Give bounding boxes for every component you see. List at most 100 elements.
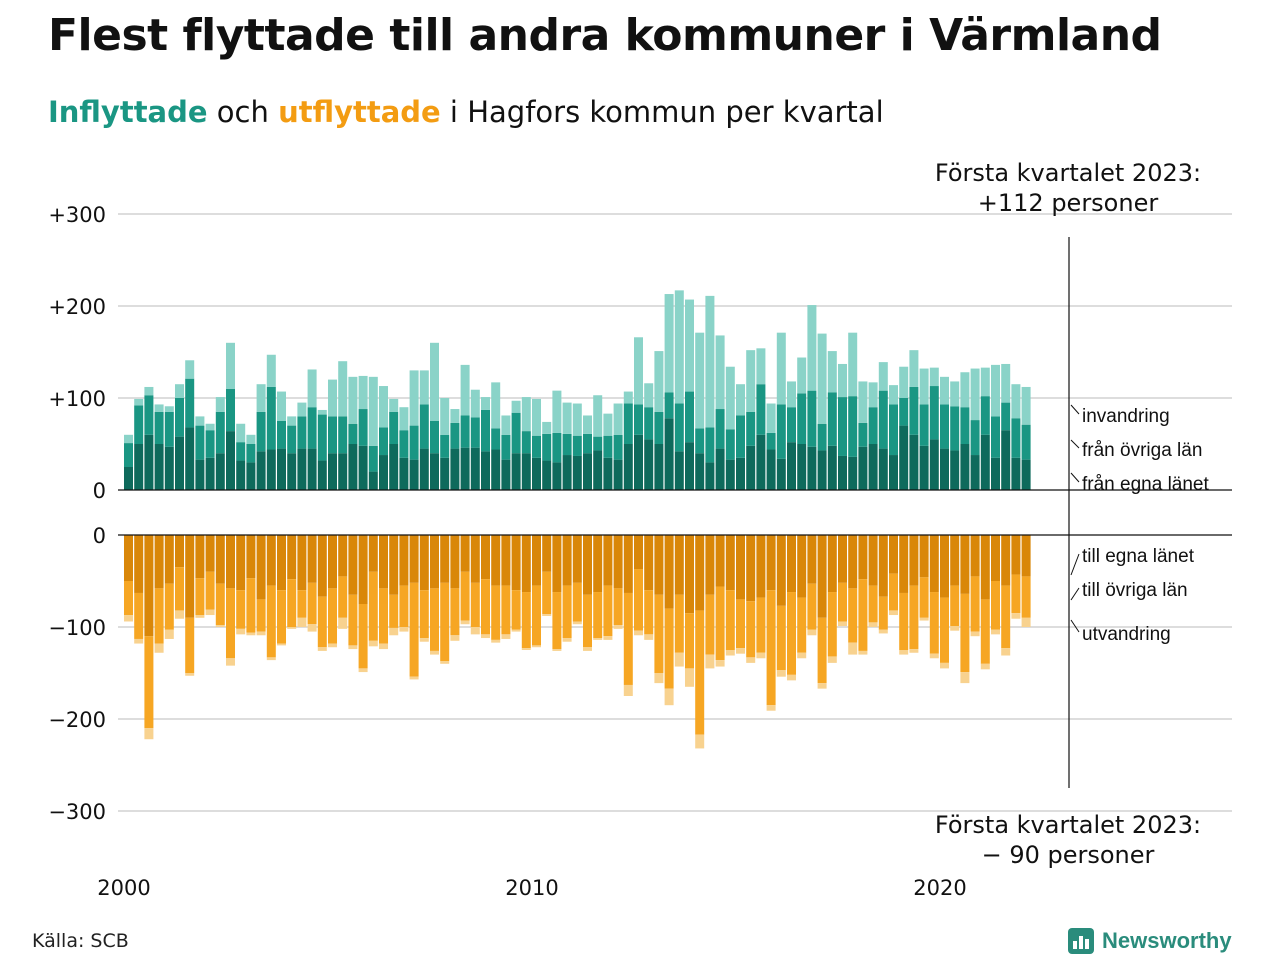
- bar-outflow-egna-lanet: [909, 535, 919, 586]
- bar-outflow-ovriga-lan: [562, 585, 572, 639]
- bar-outflow-ovriga-lan: [491, 585, 501, 640]
- bar-outflow-utvandring: [991, 629, 1000, 635]
- bar-outflow-ovriga-lan: [756, 597, 766, 653]
- bar-inflow-invandring: [368, 376, 378, 446]
- bar-outflow-ovriga-lan: [348, 594, 358, 646]
- newsworthy-logo[interactable]: Newsworthy: [1068, 925, 1232, 957]
- bar-inflow-egna-lanet: [868, 444, 878, 490]
- bar-inflow-egna-lanet: [348, 444, 358, 490]
- bar-outflow-ovriga-lan: [889, 573, 898, 611]
- bar-inflow-invandring: [776, 332, 786, 405]
- bar-inflow-ovriga-lan: [297, 416, 307, 449]
- bar-outflow-ovriga-lan: [736, 599, 745, 649]
- bar-outflow-egna-lanet: [205, 535, 215, 572]
- bar-outflow-utvandring: [236, 628, 246, 635]
- bar-outflow-utvandring: [623, 684, 633, 696]
- bar-outflow-ovriga-lan: [674, 594, 684, 653]
- subtitle-outflow-word: utflyttade: [278, 95, 441, 129]
- bar-outflow-utvandring: [705, 654, 715, 669]
- bar-inflow-egna-lanet: [858, 446, 868, 490]
- bar-inflow-ovriga-lan: [929, 386, 939, 440]
- bar-outflow-utvandring: [878, 629, 888, 634]
- bar-inflow-ovriga-lan: [399, 430, 409, 458]
- bar-outflow-ovriga-lan: [746, 601, 756, 658]
- bar-inflow-ovriga-lan: [715, 409, 725, 449]
- bar-outflow-egna-lanet: [980, 535, 990, 600]
- bar-inflow-ovriga-lan: [154, 411, 164, 444]
- bar-inflow-egna-lanet: [674, 451, 684, 490]
- bar-outflow-utvandring: [215, 625, 225, 627]
- bar-inflow-egna-lanet: [654, 444, 664, 490]
- bar-outflow-egna-lanet: [991, 535, 1000, 581]
- bar-inflow-ovriga-lan: [226, 388, 235, 432]
- series-label-inflow: från egna länet: [1082, 474, 1209, 495]
- bar-inflow-ovriga-lan: [134, 405, 144, 444]
- bar-outflow-utvandring: [960, 672, 970, 684]
- bar-outflow-utvandring: [164, 629, 174, 639]
- bar-inflow-ovriga-lan: [878, 390, 888, 449]
- bar-outflow-egna-lanet: [358, 535, 368, 604]
- bar-outflow-egna-lanet: [695, 535, 705, 611]
- bar-outflow-egna-lanet: [532, 535, 541, 586]
- bar-outflow-ovriga-lan: [603, 585, 613, 637]
- bar-outflow-egna-lanet: [960, 535, 970, 594]
- bar-inflow-egna-lanet: [532, 457, 541, 490]
- bar-inflow-egna-lanet: [603, 457, 613, 490]
- bar-outflow-egna-lanet: [226, 535, 235, 589]
- bar-inflow-invandring: [623, 391, 633, 404]
- bottom-annotation: Första kvartalet 2023: − 90 personer: [918, 810, 1218, 870]
- bar-inflow-invandring: [644, 383, 654, 408]
- bar-inflow-egna-lanet: [715, 448, 725, 490]
- bar-outflow-ovriga-lan: [868, 585, 878, 623]
- bar-inflow-invandring: [562, 402, 572, 434]
- bar-outflow-egna-lanet: [654, 535, 664, 595]
- bar-outflow-ovriga-lan: [287, 579, 297, 627]
- bar-outflow-utvandring: [348, 645, 358, 650]
- bar-outflow-egna-lanet: [389, 535, 399, 595]
- bar-outflow-utvandring: [889, 610, 898, 616]
- bar-outflow-egna-lanet: [256, 535, 266, 600]
- bar-outflow-utvandring: [970, 631, 980, 637]
- bar-inflow-ovriga-lan: [430, 421, 439, 454]
- series-label-leader: [1070, 404, 1080, 415]
- bar-outflow-egna-lanet: [328, 535, 337, 589]
- bar-outflow-egna-lanet: [450, 535, 460, 589]
- bar-outflow-ovriga-lan: [827, 592, 837, 657]
- bar-outflow-egna-lanet: [154, 535, 164, 589]
- bar-inflow-ovriga-lan: [481, 409, 490, 452]
- bar-outflow-ovriga-lan: [960, 593, 970, 673]
- bar-outflow-utvandring: [725, 650, 735, 656]
- bar-inflow-egna-lanet: [491, 449, 501, 490]
- bar-outflow-ovriga-lan: [226, 588, 235, 659]
- bar-inflow-egna-lanet: [297, 448, 307, 490]
- bar-inflow-invandring: [878, 362, 888, 391]
- bar-inflow-egna-lanet: [919, 445, 929, 490]
- series-label-leader: [1070, 472, 1080, 483]
- bar-inflow-egna-lanet: [246, 462, 256, 490]
- bar-inflow-invandring: [532, 398, 541, 436]
- bar-inflow-egna-lanet: [409, 459, 419, 490]
- bar-inflow-egna-lanet: [756, 434, 766, 490]
- bar-outflow-utvandring: [1001, 648, 1011, 656]
- bar-inflow-ovriga-lan: [858, 422, 868, 447]
- bar-outflow-utvandring: [532, 645, 541, 648]
- bar-outflow-utvandring: [317, 647, 327, 651]
- bar-inflow-invandring: [654, 351, 664, 412]
- bar-inflow-egna-lanet: [440, 457, 450, 490]
- bar-outflow-egna-lanet: [195, 535, 205, 579]
- bar-inflow-invandring: [450, 409, 460, 423]
- bar-outflow-egna-lanet: [746, 535, 756, 602]
- bar-outflow-egna-lanet: [878, 535, 888, 597]
- bar-outflow-egna-lanet: [317, 535, 327, 597]
- bar-inflow-ovriga-lan: [593, 436, 603, 451]
- bar-outflow-utvandring: [277, 643, 286, 646]
- bar-inflow-invandring: [797, 357, 807, 394]
- bottom-annotation-line2: − 90 personer: [981, 841, 1155, 869]
- bar-outflow-utvandring: [368, 640, 378, 647]
- bar-outflow-egna-lanet: [674, 535, 684, 595]
- bar-outflow-egna-lanet: [634, 535, 643, 570]
- bar-outflow-ovriga-lan: [685, 613, 694, 669]
- bar-inflow-invandring: [542, 421, 552, 434]
- bar-outflow-utvandring: [858, 650, 868, 655]
- bar-inflow-invandring: [419, 370, 429, 405]
